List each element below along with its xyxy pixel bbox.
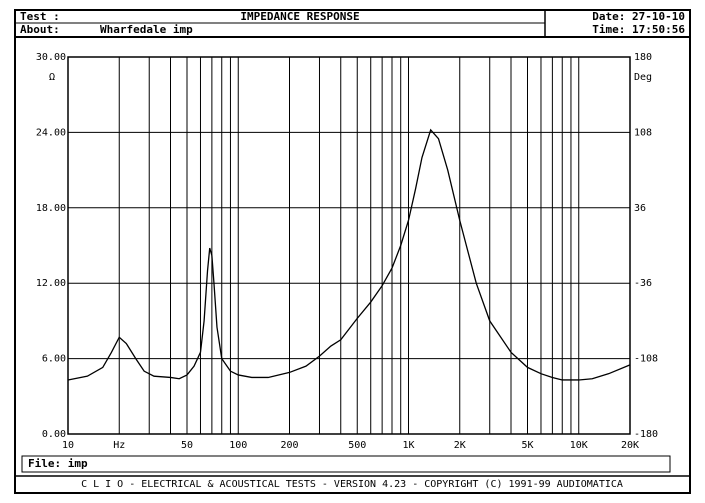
- y2-unit: Deg: [634, 72, 652, 83]
- credits: C L I O - ELECTRICAL & ACOUSTICAL TESTS …: [81, 479, 623, 490]
- x-tick-label: 10: [62, 440, 74, 451]
- frame: [14, 9, 691, 494]
- test-label: Test :: [20, 10, 60, 23]
- y2-tick-label: -180: [634, 429, 658, 440]
- x-tick-label: 50: [181, 440, 193, 451]
- y2-tick-label: 108: [634, 127, 652, 138]
- y-tick-label: 12.00: [36, 278, 66, 289]
- x-tick-label: 1K: [402, 440, 414, 451]
- time: Time: 17:50:56: [592, 23, 685, 36]
- x-unit: Hz: [113, 440, 125, 451]
- y2-tick-label: -108: [634, 354, 658, 365]
- plot: 10 100 50 200 500 1K 2K 5K 10K 20K Hz 0.00 6.00 12.00…: [36, 52, 658, 451]
- plot-border: [67, 56, 631, 435]
- x-tick-label: 10K: [570, 440, 588, 451]
- about: Wharfedale imp: [100, 23, 193, 36]
- y-tick-label: 0.00: [42, 429, 66, 440]
- y-unit: Ω: [49, 72, 55, 83]
- y2-tick-label: 36: [634, 203, 646, 214]
- y-tick-label: 18.00: [36, 203, 66, 214]
- x-tick-label: 200: [280, 440, 298, 451]
- y-tick-label: 30.00: [36, 52, 66, 63]
- y-tick-label: 6.00: [42, 354, 66, 365]
- title: IMPEDANCE RESPONSE: [240, 10, 359, 23]
- x-tick-label: 2K: [454, 440, 466, 451]
- date: Date: 27-10-10: [592, 10, 685, 23]
- x-tick-label: 5K: [521, 440, 533, 451]
- impedance-line: [67, 128, 631, 381]
- x-tick-label: 500: [348, 440, 366, 451]
- x-tick-label: 20K: [621, 440, 639, 451]
- y2-tick-label: -36: [634, 278, 652, 289]
- file: File: imp: [28, 457, 88, 470]
- x-tick-label: 100: [229, 440, 247, 451]
- y2-tick-label: 180: [634, 52, 652, 63]
- about-label: About:: [20, 23, 60, 36]
- file-box: [21, 455, 671, 473]
- y-tick-label: 24.00: [36, 127, 66, 138]
